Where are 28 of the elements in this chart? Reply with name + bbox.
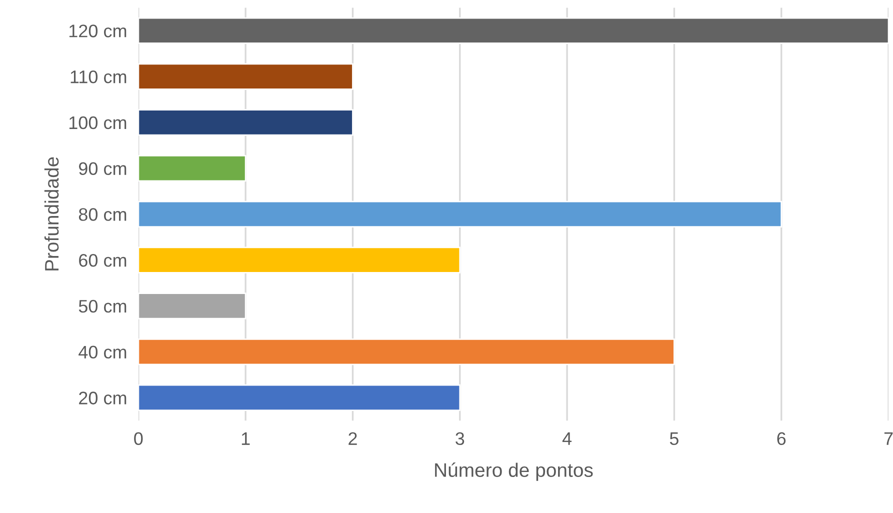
bar (138, 338, 675, 366)
x-axis-title: Número de pontos (435, 462, 593, 481)
y-tick-label: 90 cm (78, 162, 126, 176)
x-tick-label: 5 (670, 432, 678, 446)
bar (138, 154, 246, 182)
bar (138, 109, 354, 136)
y-tick-label: 110 cm (70, 70, 126, 84)
bar (138, 246, 461, 274)
x-tick-label: 6 (777, 432, 786, 446)
y-tick-label: 60 cm (79, 254, 126, 267)
bar (138, 200, 782, 228)
y-axis-title: Profundidade (44, 157, 59, 270)
y-tick-label: 40 cm (78, 346, 126, 359)
bar (138, 17, 889, 44)
x-tick-label: 2 (348, 432, 357, 445)
bar (138, 292, 246, 320)
bar (138, 384, 461, 412)
bar (138, 63, 354, 90)
y-tick-label: 50 cm (78, 300, 126, 313)
y-tick-label: 80 cm (78, 208, 126, 221)
x-tick-label: 0 (134, 432, 143, 446)
y-tick-label: 120 cm (69, 24, 126, 38)
y-tick-label: 20 cm (79, 392, 126, 404)
y-tick-label: 100 cm (69, 116, 126, 130)
x-tick-label: 4 (562, 432, 572, 445)
x-tick-label: 1 (242, 432, 250, 445)
x-tick-label: 7 (884, 432, 893, 445)
x-tick-label: 3 (456, 432, 464, 446)
